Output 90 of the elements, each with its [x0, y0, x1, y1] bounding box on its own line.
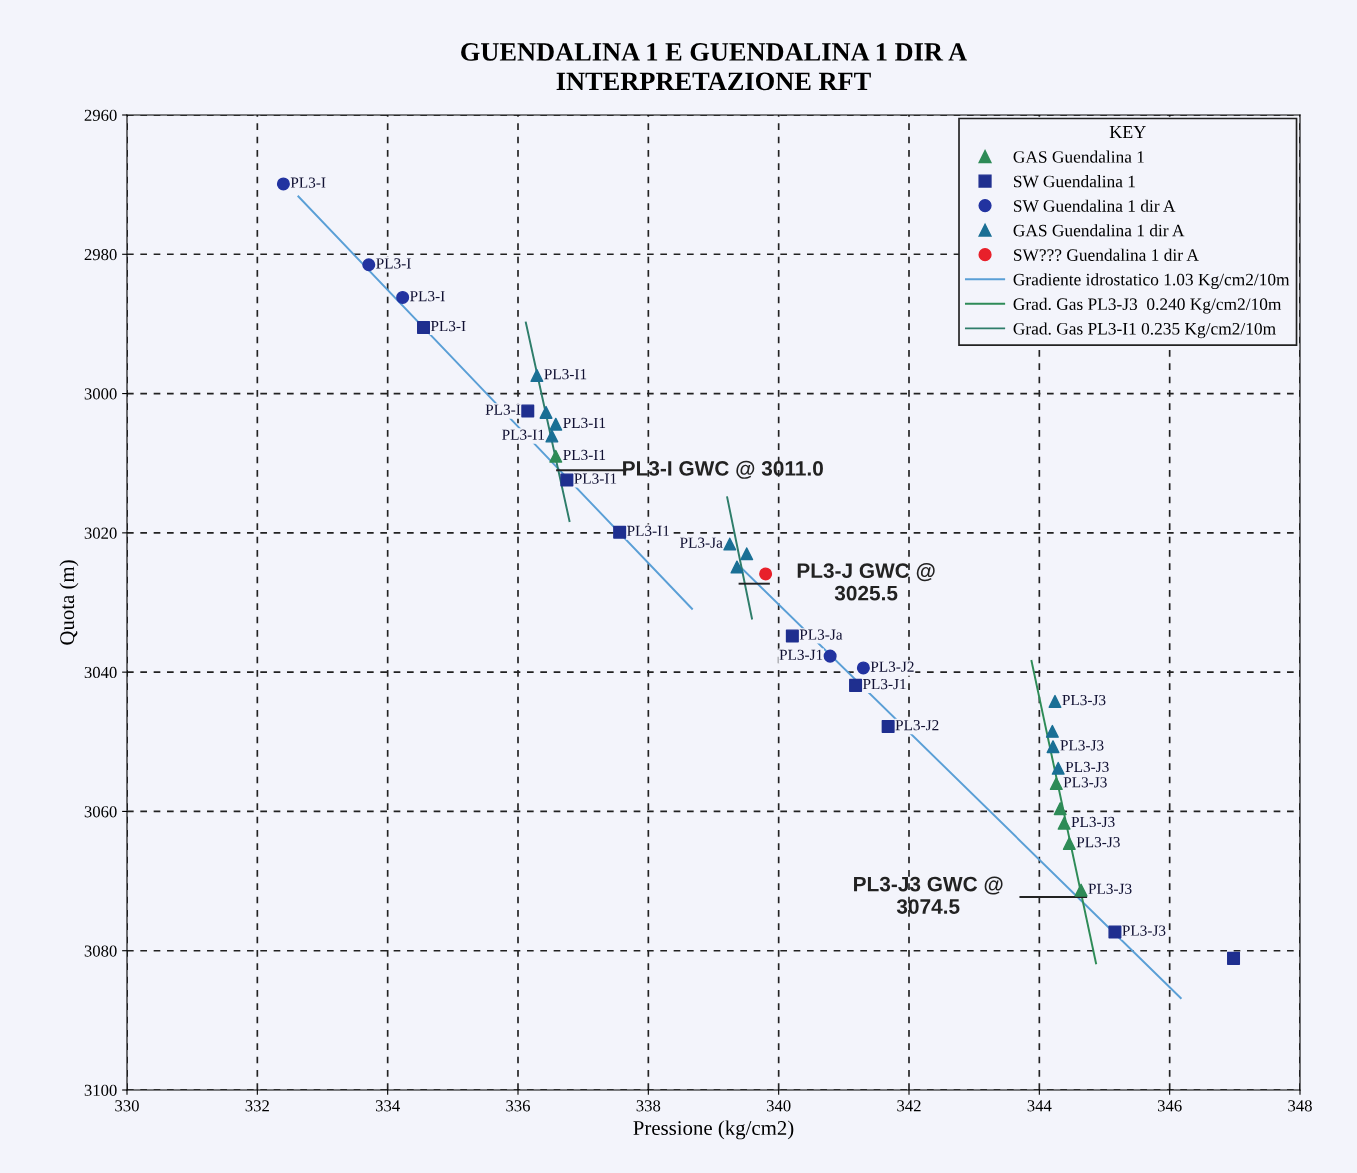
point	[276, 177, 290, 191]
legend-label: SW Guendalina 1 dir A	[1013, 199, 1176, 212]
point	[740, 547, 754, 561]
data-label: PL3-Ja	[680, 537, 723, 548]
point	[823, 649, 837, 663]
x-tick-label: 342	[897, 1100, 921, 1112]
point	[1053, 802, 1067, 816]
x-tick-label: 346	[1157, 1100, 1182, 1112]
x-tick-label: 330	[115, 1100, 139, 1112]
point	[856, 661, 870, 675]
data-label: PL3-I1	[574, 473, 617, 484]
point	[1227, 951, 1241, 965]
point	[417, 320, 431, 334]
y-tick-label: 3080	[84, 945, 117, 957]
point	[530, 368, 544, 382]
data-label: PL3-I1	[563, 449, 606, 461]
point	[1057, 816, 1071, 830]
data-label: PL3-J3	[1076, 837, 1120, 848]
y-axis-title: Quota (m)	[59, 560, 79, 645]
data-label: PL3-I	[410, 291, 445, 302]
legend-label: Gradiente idrostatico 1.03 Kg/cm2/10m	[1013, 273, 1290, 290]
x-tick-label: 340	[766, 1100, 791, 1112]
point	[1062, 836, 1076, 850]
point	[1045, 724, 1059, 738]
legend-label: Grad. Gas PL3-J3 0.240 Kg/cm2/10m	[1013, 297, 1282, 314]
point	[759, 567, 773, 581]
legend-label: SW??? Guendalina 1 dir A	[1013, 248, 1199, 262]
point	[1074, 883, 1088, 897]
point	[549, 449, 563, 463]
x-tick-label: 338	[636, 1100, 661, 1112]
point	[396, 290, 410, 304]
data-label: PL3-J3	[1122, 925, 1166, 936]
data-label: PL3-I1	[627, 525, 669, 536]
legend-label: SW Guendalina 1	[1013, 175, 1135, 188]
point	[613, 525, 627, 539]
chart-title: GUENDALINA 1 E GUENDALINA 1 DIR A INTERPRETAZIONE RFT	[461, 43, 967, 91]
data-label: PL3-I1	[563, 417, 606, 429]
point	[549, 417, 563, 431]
y-tick-label: 3000	[84, 388, 117, 400]
data-label: PL3-J3	[1088, 883, 1132, 894]
x-tick-label: 336	[506, 1100, 530, 1112]
data-label: PL3-J1	[779, 649, 823, 660]
point	[539, 405, 553, 419]
x-tick-label: 344	[1027, 1100, 1052, 1112]
point	[723, 537, 737, 551]
annotation: PL3-J3 GWC @ 3074.5	[854, 876, 1003, 914]
data-label: PL3-I	[290, 177, 326, 188]
annotation: PL3-I GWC @ 3011.0	[623, 460, 823, 479]
data-label: PL3-J3	[1062, 694, 1106, 706]
legend-title: KEY	[1109, 126, 1146, 138]
point	[1046, 740, 1060, 754]
data-label: PL3-I1	[544, 369, 587, 380]
data-label: PL3-J3	[1063, 777, 1107, 788]
data-label: PL3-I	[485, 404, 521, 415]
annotation: PL3-J GWC @ 3025.5	[797, 563, 935, 601]
x-tick-label: 332	[245, 1100, 269, 1112]
data-label: PL3-J3	[1060, 740, 1104, 751]
point	[362, 258, 376, 272]
point	[545, 429, 559, 443]
x-tick-label: 348	[1288, 1100, 1312, 1112]
point	[881, 719, 895, 733]
legend-label: Grad. Gas PL3-I1 0.235 Kg/cm2/10m	[1013, 322, 1276, 339]
y-tick-label: 2980	[84, 248, 117, 261]
y-tick-label: 3100	[84, 1084, 117, 1096]
data-label: PL3-J2	[870, 661, 914, 672]
y-tick-label: 3060	[84, 806, 117, 818]
y-tick-label: 3040	[84, 666, 117, 679]
data-label: PL3-I	[376, 258, 411, 269]
y-tick-label: 3020	[84, 527, 117, 539]
legend-label: GAS Guendalina 1	[1013, 150, 1144, 163]
point	[730, 560, 744, 574]
data-label: PL3-J3	[1071, 816, 1115, 828]
point	[560, 473, 574, 487]
data-label: PL3-J3	[1065, 761, 1109, 773]
x-tick-label: 334	[375, 1100, 400, 1112]
point	[1051, 761, 1065, 775]
point	[785, 629, 799, 643]
x-axis-title: Pressione (kg/cm2)	[633, 1120, 794, 1140]
legend-label: GAS Guendalina 1 dir A	[1013, 224, 1185, 237]
y-tick-label: 2960	[84, 109, 117, 121]
point	[849, 678, 863, 692]
point	[1048, 694, 1062, 708]
data-label: PL3-J2	[895, 720, 939, 731]
data-label: PL3-J1	[862, 678, 906, 690]
point	[1049, 777, 1063, 791]
data-label: PL3-I1	[502, 429, 545, 440]
point	[1108, 925, 1122, 939]
data-label: PL3-Ja	[799, 629, 843, 640]
data-label: PL3-I	[430, 320, 466, 332]
point	[521, 404, 535, 418]
